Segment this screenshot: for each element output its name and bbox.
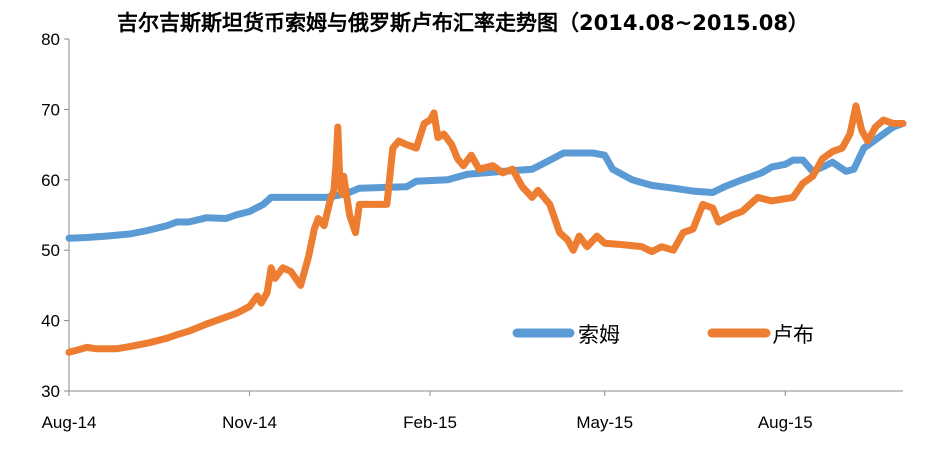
legend: 索姆 卢布 bbox=[512, 323, 814, 347]
x-tick-label: Aug-15 bbox=[758, 413, 813, 432]
chart-title: 吉尔吉斯斯坦货币索姆与俄罗斯卢布汇率走势图（2014.08~2015.08） bbox=[117, 11, 809, 35]
x-tick-label: Aug-14 bbox=[42, 413, 97, 432]
legend-item-ruble: 卢布 bbox=[707, 323, 814, 347]
x-tick-label: May-15 bbox=[576, 413, 633, 432]
y-tick-label: 50 bbox=[41, 241, 60, 260]
y-tick-label: 80 bbox=[41, 30, 60, 49]
y-tick-label: 70 bbox=[41, 100, 60, 119]
series-line-som bbox=[65, 120, 907, 242]
y-tick-label: 40 bbox=[41, 312, 60, 331]
y-tick-label: 30 bbox=[41, 382, 60, 401]
y-axis: 30 40 50 60 70 80 bbox=[41, 30, 70, 401]
series-line-ruble bbox=[65, 102, 907, 356]
series-layer bbox=[65, 102, 907, 356]
x-tick-label: Nov-14 bbox=[222, 413, 277, 432]
y-tick-label: 60 bbox=[41, 171, 60, 190]
legend-item-som: 索姆 bbox=[512, 323, 620, 347]
legend-label-som: 索姆 bbox=[578, 323, 620, 347]
x-axis: Aug-14 Nov-14 Feb-15 May-15 Aug-15 bbox=[42, 390, 903, 432]
x-tick-label: Feb-15 bbox=[403, 413, 457, 432]
legend-label-ruble: 卢布 bbox=[772, 323, 814, 347]
